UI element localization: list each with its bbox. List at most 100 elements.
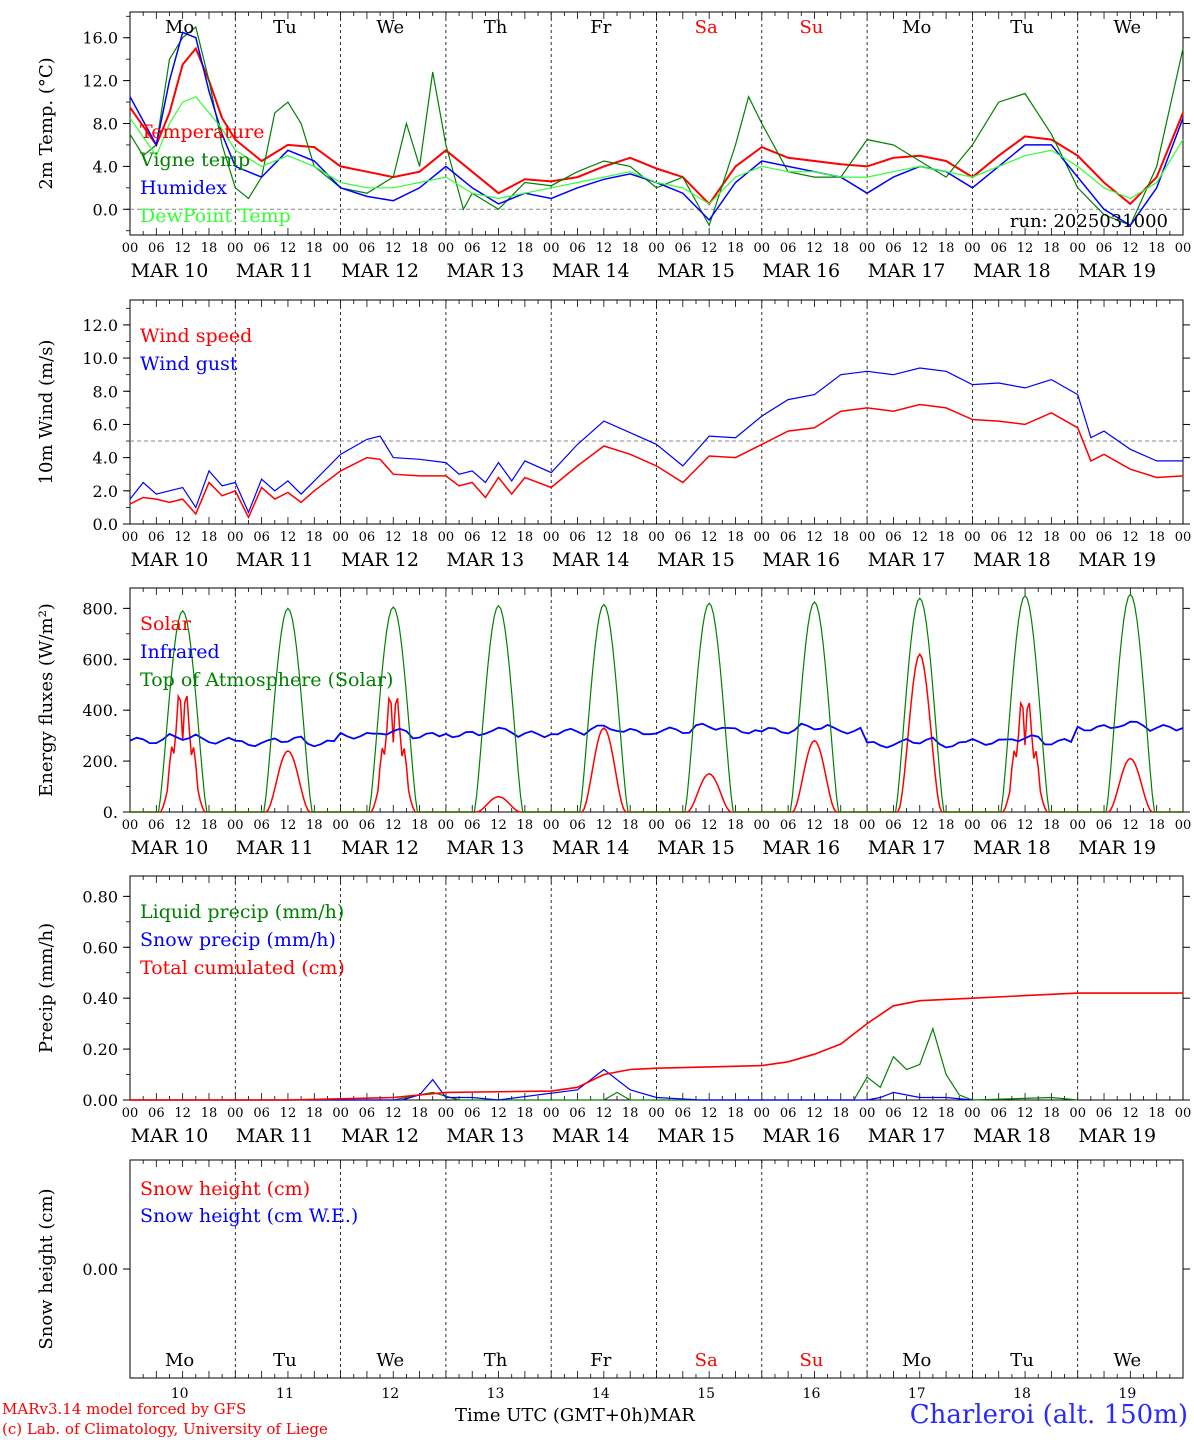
- hour-tick-label: 12: [280, 241, 297, 256]
- hour-tick-label: 00: [964, 818, 981, 833]
- weekday-label: Tu: [1010, 17, 1034, 38]
- hour-tick-label: 06: [359, 818, 376, 833]
- date-label: MAR 17: [868, 1125, 946, 1147]
- date-label: MAR 15: [657, 260, 735, 282]
- hour-tick-label: 06: [885, 818, 902, 833]
- hour-tick-label: 06: [885, 1106, 902, 1121]
- hour-tick-label: 06: [148, 241, 165, 256]
- hour-tick-label: 00: [1069, 530, 1086, 545]
- y-axis-label: 2m Temp. (°C): [36, 57, 57, 189]
- hour-tick-label: 12: [490, 1106, 507, 1121]
- y-axis-label: Precip (mm/h): [36, 923, 57, 1053]
- hour-tick-label: 06: [464, 1106, 481, 1121]
- weekday-label: We: [1114, 17, 1142, 38]
- hour-tick-label: 00: [543, 241, 560, 256]
- y-tick-label: 0.20: [82, 1040, 118, 1059]
- hour-tick-label: 00: [543, 1106, 560, 1121]
- hour-tick-label: 18: [306, 530, 323, 545]
- panel-temp: 0.0 4.0 8.0 12.0 16.0 2m Temp. (°C) Temperatur…: [36, 11, 1191, 282]
- date-label: MAR 16: [762, 837, 840, 859]
- weekday-label: We: [376, 1350, 404, 1371]
- hour-tick-label: 12: [911, 818, 928, 833]
- hour-tick-label: 18: [622, 241, 639, 256]
- date-label: MAR 15: [657, 549, 735, 571]
- hour-tick-label: 12: [596, 818, 613, 833]
- hour-tick-label: 00: [1175, 530, 1192, 545]
- hour-tick-label: 00: [754, 241, 771, 256]
- weekday-label: Tu: [1010, 1350, 1034, 1371]
- day-number-label: 10: [171, 1386, 189, 1402]
- hour-tick-label: 00: [859, 530, 876, 545]
- legend-entry: Snow height (cm W.E.): [140, 1205, 358, 1227]
- y-axis-label: 10m Wind (m/s): [36, 340, 57, 485]
- y-tick-label: 12.0: [82, 316, 118, 335]
- hour-tick-label: 06: [780, 241, 797, 256]
- hour-tick-label: 00: [438, 818, 455, 833]
- hour-tick-label: 06: [885, 241, 902, 256]
- hour-tick-label: 12: [280, 1106, 297, 1121]
- hour-tick-label: 18: [411, 241, 428, 256]
- hour-tick-label: 12: [911, 530, 928, 545]
- hour-tick-label: 06: [569, 241, 586, 256]
- hour-tick-label: 00: [332, 241, 349, 256]
- hour-tick-label: 00: [648, 241, 665, 256]
- time-axis-title: Time UTC (GMT+0h)MAR: [455, 1405, 695, 1426]
- hour-tick-label: 18: [727, 241, 744, 256]
- hour-tick-label: 18: [306, 1106, 323, 1121]
- y-tick-label: 200.: [82, 752, 118, 771]
- hour-tick-label: 18: [1043, 241, 1060, 256]
- hour-tick-label: 06: [464, 530, 481, 545]
- hour-tick-label: 00: [332, 530, 349, 545]
- hour-tick-label: 06: [780, 530, 797, 545]
- hour-tick-label: 06: [569, 818, 586, 833]
- date-label: MAR 12: [341, 549, 419, 571]
- hour-tick-label: 06: [675, 1106, 692, 1121]
- day-number-label: 17: [908, 1386, 926, 1402]
- hour-tick-label: 18: [201, 818, 218, 833]
- hour-tick-label: 18: [938, 241, 955, 256]
- day-number-label: 13: [487, 1386, 505, 1402]
- hour-tick-label: 12: [1122, 1106, 1139, 1121]
- hour-tick-label: 12: [280, 818, 297, 833]
- weekday-label: Fr: [590, 17, 611, 38]
- date-label: MAR 13: [447, 549, 525, 571]
- hour-tick-label: 00: [332, 1106, 349, 1121]
- weekday-label: Sa: [695, 17, 718, 38]
- y-tick-label: 600.: [82, 650, 118, 669]
- hour-tick-label: 18: [727, 1106, 744, 1121]
- hour-tick-label: 18: [938, 530, 955, 545]
- legend-entry: Total cumulated (cm): [140, 957, 345, 979]
- hour-tick-label: 12: [1122, 241, 1139, 256]
- hour-tick-label: 00: [859, 818, 876, 833]
- hour-tick-label: 12: [701, 530, 718, 545]
- hour-tick-label: 18: [1148, 818, 1165, 833]
- location-title: Charleroi (alt. 150m): [909, 1400, 1188, 1430]
- plot-frame: [129, 587, 1184, 813]
- hour-tick-label: 12: [806, 241, 823, 256]
- hour-tick-label: 12: [596, 241, 613, 256]
- y-axis-label: Snow height (cm): [36, 1188, 57, 1349]
- hour-tick-label: 18: [1148, 1106, 1165, 1121]
- hour-tick-label: 18: [833, 818, 850, 833]
- y-tick-label: 0.0: [93, 515, 118, 534]
- date-label: MAR 13: [447, 1125, 525, 1147]
- hour-tick-label: 18: [833, 241, 850, 256]
- legend-entry: Infrared: [140, 641, 220, 663]
- panel-snow: 0.00 Snow height (cm) Snow height (cm) Snow…: [36, 1159, 1190, 1402]
- date-label: MAR 14: [552, 1125, 630, 1147]
- legend-entry: Vigne temp: [139, 149, 250, 171]
- series-line-1: [130, 1068, 973, 1101]
- y-tick-label: 800.: [82, 599, 118, 618]
- hour-tick-label: 06: [148, 818, 165, 833]
- legend-entry: Humidex: [140, 177, 227, 199]
- legend-entry: Solar: [140, 613, 192, 635]
- hour-tick-label: 18: [622, 530, 639, 545]
- hour-tick-label: 06: [464, 241, 481, 256]
- hour-tick-label: 18: [517, 241, 534, 256]
- hour-tick-label: 18: [411, 1106, 428, 1121]
- hour-tick-label: 12: [1017, 818, 1034, 833]
- plot-frame: [129, 299, 1184, 525]
- hour-tick-label: 18: [411, 530, 428, 545]
- hour-tick-label: 12: [701, 241, 718, 256]
- hour-tick-label: 06: [464, 818, 481, 833]
